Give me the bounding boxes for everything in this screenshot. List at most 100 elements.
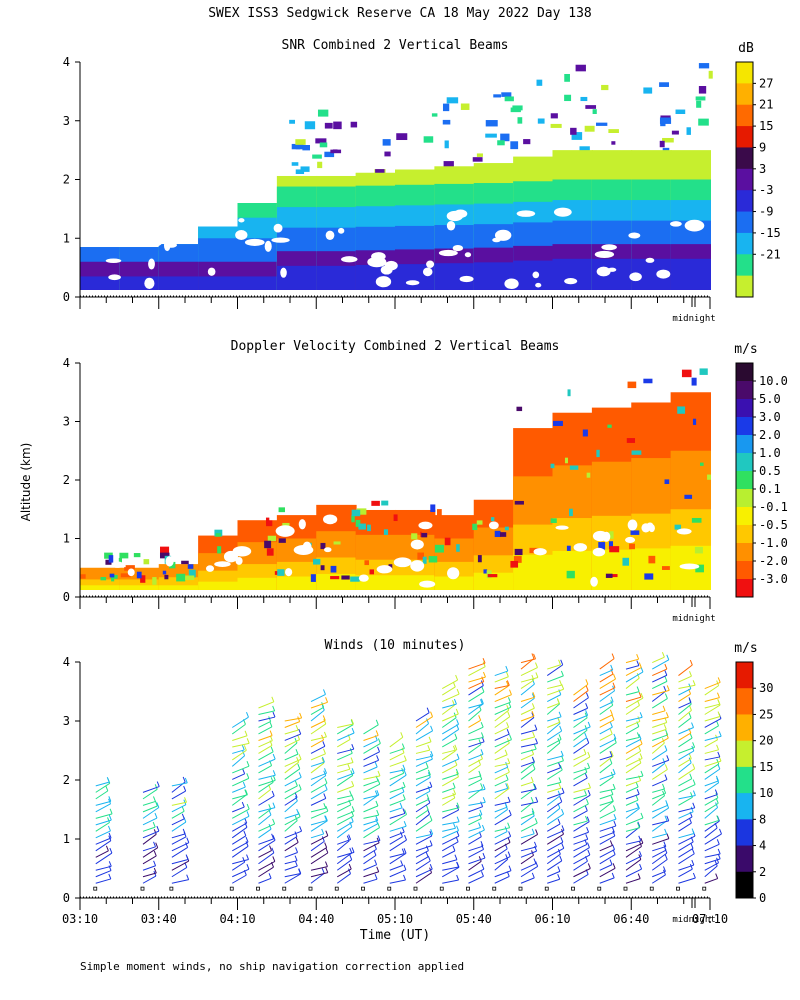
snr-echo-cell (671, 130, 679, 135)
wind-barb-flag (688, 705, 692, 711)
wind-barb-flag (482, 784, 486, 790)
wind-barb-flag (452, 792, 456, 799)
wind-barb-flag (403, 821, 407, 827)
wind-barb-flag (374, 859, 378, 865)
wind-barb-flag (453, 789, 457, 795)
wind-barb-flag (692, 790, 696, 796)
wind-barb (520, 729, 538, 735)
doppler-echo-cell (700, 462, 704, 466)
wind-barb-flag (664, 815, 668, 821)
wind-barb (547, 767, 561, 774)
wind-barb (310, 852, 329, 865)
wind-barb-flag (504, 749, 508, 755)
wind-barb-flag (636, 803, 640, 809)
wind-barb-flag (666, 833, 670, 839)
wind-barb (599, 831, 615, 839)
doppler-echo-cell (626, 438, 636, 443)
doppler-echo-cell (499, 532, 507, 537)
doppler-data-gap (214, 561, 231, 567)
wind-barb-flag (558, 659, 562, 665)
wind-barb-flag (611, 653, 615, 659)
snr-echo-cell (550, 123, 562, 128)
winds-y-tick-label: 1 (63, 832, 70, 846)
snr-echo-cell (523, 139, 531, 145)
winds-x-tick-label: 07:10 (692, 912, 728, 926)
wind-barb-flag (297, 763, 301, 769)
snr-y-tick-label: 4 (63, 55, 70, 69)
wind-barb (95, 781, 110, 787)
wind-barb-flag (455, 708, 459, 715)
doppler-echo-cell (596, 449, 600, 458)
wind-barb-flag (508, 831, 512, 837)
wind-barb-flag (429, 781, 433, 788)
wind-barb-flag (482, 852, 486, 859)
wind-barb (625, 743, 643, 754)
wind-barb (442, 841, 459, 852)
wind-barb-flag (296, 756, 300, 763)
wind-barb (442, 809, 459, 819)
wind-barb-flag (716, 839, 720, 845)
doppler-echo-cell (267, 535, 277, 542)
wind-barb-flag (455, 674, 459, 681)
snr-data-gap (148, 258, 155, 270)
wind-barb-flag (664, 670, 668, 676)
wind-barb (547, 760, 564, 767)
wind-barb (310, 762, 325, 774)
wind-barb-flag (351, 744, 355, 750)
doppler-data-gap (114, 534, 131, 542)
wind-barb (468, 814, 483, 819)
wind-barb (142, 865, 156, 871)
wind-barb (678, 833, 695, 839)
wind-barb-flag (399, 802, 403, 809)
wind-barb (415, 755, 433, 761)
snr-data-gap (516, 210, 536, 217)
snr-y-tick-label: 0 (63, 290, 70, 304)
wind-barb (678, 841, 694, 852)
wind-barb-flag (587, 721, 591, 728)
wind-barb (363, 854, 377, 865)
wind-barb (573, 794, 591, 806)
snr-data-gap (273, 223, 283, 233)
wind-barb (651, 820, 668, 832)
wind-barb (652, 788, 665, 793)
wind-barb (704, 827, 718, 839)
wind-barb-flag (584, 805, 588, 811)
wind-barb (468, 744, 482, 754)
wind-barb-flag (532, 763, 536, 770)
winds-colorbar-label: 2 (759, 865, 766, 879)
wind-barb (310, 739, 324, 748)
wind-barb-flag (612, 844, 615, 850)
doppler-echo-cell (164, 574, 169, 580)
wind-barb-flag (688, 757, 692, 763)
snr-data-gap (271, 237, 290, 243)
wind-barb-flag (533, 858, 537, 864)
doppler-colorbar: m/s10.05.03.02.01.00.50.1-0.1-0.5-1.0-2.… (734, 342, 788, 598)
snr-data-gap (114, 235, 129, 246)
snr-data-gap (494, 229, 512, 241)
wind-barb-flag (611, 714, 615, 721)
wind-barb-flag (588, 782, 591, 789)
wind-barb-flag (716, 744, 720, 751)
wind-barb (651, 750, 668, 761)
wind-barb (389, 879, 406, 884)
wind-barb (363, 848, 377, 858)
wind-barb (171, 801, 187, 806)
wind-barb (310, 847, 327, 858)
wind-barb (415, 802, 431, 813)
wind-barb (625, 799, 639, 806)
wind-barb-flag (507, 758, 511, 764)
doppler-echo-cell (609, 546, 620, 553)
snr-band (80, 276, 121, 290)
snr-echo-cell (382, 139, 391, 146)
wind-barb-flag (271, 790, 275, 797)
doppler-echo-cell (430, 504, 436, 512)
snr-echo-cell (324, 151, 335, 158)
winds-midnight-label: midnight (672, 915, 715, 925)
wind-barb (573, 874, 589, 884)
wind-barb-flag (430, 725, 434, 731)
doppler-data-gap (393, 557, 412, 568)
doppler-colorbar-swatch (736, 525, 753, 544)
snr-echo-cell (317, 161, 323, 169)
wind-barb (284, 788, 302, 800)
wind-barb (599, 742, 617, 754)
